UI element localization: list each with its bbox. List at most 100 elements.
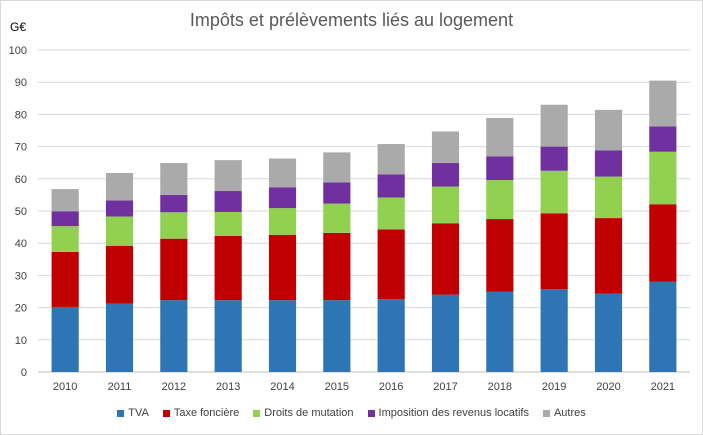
y-tick-label: 100 (9, 45, 27, 57)
bar-segment (540, 146, 568, 171)
y-tick-label: 70 (15, 142, 27, 154)
bar-segment (268, 208, 297, 235)
y-tick-label: 30 (15, 270, 27, 282)
y-axis-unit-label: G€ (10, 20, 27, 34)
bar-segment (214, 235, 242, 301)
bar-segment (51, 226, 79, 252)
legend-item: TVA (117, 407, 149, 419)
bar-segment (540, 170, 568, 214)
legend-label: Autres (553, 407, 586, 419)
bar-segment (540, 289, 568, 372)
bar-segment (105, 245, 134, 304)
y-tick-label: 50 (15, 206, 27, 218)
bar-segment (649, 80, 677, 127)
bar-segment (431, 163, 460, 187)
legend-swatch (117, 409, 125, 417)
bar-segment (377, 197, 405, 230)
chart-title: Impôts et prélèvements liés au logement (189, 10, 514, 30)
bar-segment (649, 126, 677, 152)
x-tick-label: 2021 (651, 381, 675, 393)
bar-segment (160, 163, 188, 195)
x-tick-label: 2012 (162, 381, 186, 393)
bar-segment (323, 152, 351, 183)
legend-item: Droits de mutation (253, 407, 354, 419)
bar-segment (594, 109, 623, 151)
y-tick-label: 90 (15, 77, 27, 89)
legend-label: Droits de mutation (264, 407, 354, 419)
bar-segment (377, 299, 405, 372)
bar-segment (431, 186, 460, 224)
bar-segment (594, 293, 623, 372)
bar-segment (323, 232, 351, 301)
x-tick-label: 2020 (596, 381, 620, 393)
bar-segment (486, 291, 514, 372)
legend-item: Autres (542, 407, 586, 419)
bar-segment (540, 213, 568, 290)
x-tick-label: 2017 (433, 381, 457, 393)
bar-segment (105, 173, 134, 201)
bar-segment (431, 294, 460, 372)
bar-segment (486, 156, 514, 181)
bar-segment (649, 151, 677, 205)
legend-label: TVA (128, 407, 149, 419)
x-tick-label: 2016 (379, 381, 403, 393)
legend-item: Imposition des revenus locatifs (367, 407, 529, 419)
bar-segment (431, 131, 460, 164)
bar-segment (540, 104, 568, 147)
legend-swatch (162, 409, 170, 417)
bar-segment (268, 187, 297, 209)
legend-label: Imposition des revenus locatifs (378, 407, 529, 419)
bar-segment (214, 300, 242, 372)
bar-segment (486, 180, 514, 220)
legend-swatch (542, 409, 550, 417)
bar-segment (51, 251, 79, 307)
bar-segment (377, 144, 405, 175)
bar-segment (431, 223, 460, 295)
bar-segment (160, 300, 188, 372)
bar-segment (160, 194, 188, 213)
bar-segment (160, 212, 188, 239)
y-tick-label: 10 (15, 335, 27, 347)
legend-swatch (253, 409, 261, 417)
bar-segment (105, 303, 134, 372)
bar-segment (160, 238, 188, 301)
bar-segment (323, 300, 351, 372)
legend-item: Taxe foncière (162, 407, 240, 419)
bar-segment (594, 218, 623, 294)
bar-segment (594, 176, 623, 219)
bar-segment (323, 182, 351, 204)
bar-segment (51, 306, 79, 372)
x-tick-label: 2015 (325, 381, 349, 393)
bar-segment (649, 281, 677, 372)
y-tick-label: 60 (15, 174, 27, 186)
legend-swatch (367, 409, 375, 417)
bar-segment (105, 216, 134, 246)
bar-segment (323, 203, 351, 233)
y-tick-label: 80 (15, 109, 27, 121)
bar-segment (594, 150, 623, 177)
x-tick-label: 2018 (488, 381, 512, 393)
x-tick-label: 2014 (270, 381, 294, 393)
bar-segment (268, 158, 297, 188)
chart-legend: TVA Taxe foncière Droits de mutation Imposi… (0, 407, 703, 419)
x-tick-label: 2019 (542, 381, 566, 393)
bar-segment (268, 300, 297, 372)
bar-segment (377, 229, 405, 300)
bar-segment (51, 189, 79, 212)
y-tick-label: 40 (15, 238, 27, 250)
y-tick-label: 0 (21, 367, 27, 379)
legend-label: Taxe foncière (173, 407, 240, 419)
x-tick-label: 2013 (216, 381, 240, 393)
bar-segment (214, 191, 242, 212)
bar-segment (214, 160, 242, 192)
bar-segment (105, 200, 134, 217)
bar-segment (214, 211, 242, 236)
bar-segment (649, 204, 677, 282)
bar-segment (51, 211, 79, 227)
bar-segment (486, 117, 514, 157)
y-tick-label: 20 (15, 303, 27, 315)
x-tick-label: 2010 (53, 381, 77, 393)
bar-segment (268, 234, 297, 301)
x-tick-label: 2011 (108, 381, 132, 393)
